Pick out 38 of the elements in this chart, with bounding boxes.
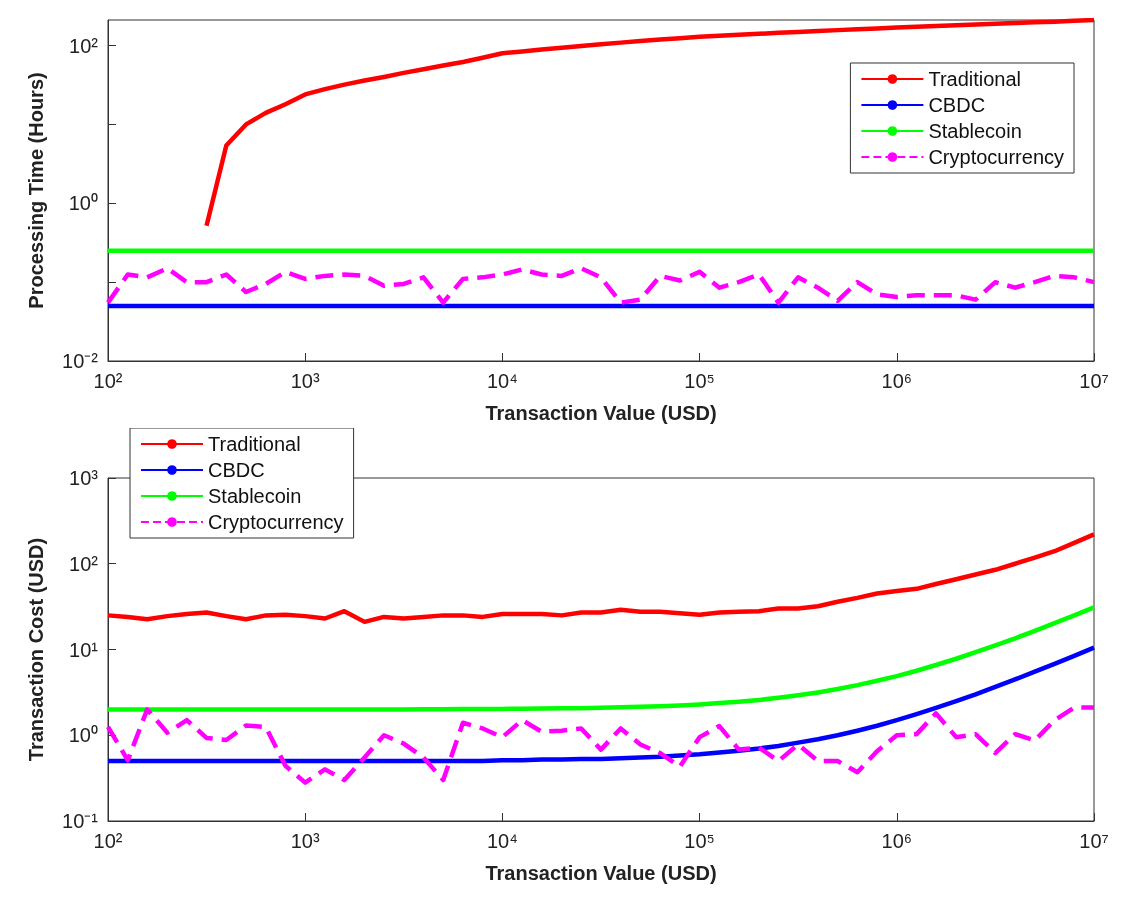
y-tick-label: 10² [69, 34, 99, 57]
y-tick-label: 10³ [69, 467, 99, 489]
y-tick-label: 10² [69, 552, 99, 575]
line-series [105, 645, 1097, 764]
y-axis-title: Processing Time (Hours) [25, 72, 47, 309]
x-axis-title: Transaction Value (USD) [485, 402, 717, 424]
x-tick-label: 10⁶ [881, 370, 913, 392]
x-axis-title: Transaction Value (USD) [485, 862, 717, 884]
y-tick-label: 10⁻¹ [62, 810, 99, 832]
line-series [105, 532, 1097, 625]
y-tick-label: 10⁰ [68, 724, 98, 747]
y-tick-label: 10⁰ [68, 192, 98, 215]
x-tick-label: 10² [93, 370, 123, 392]
line-series [105, 605, 1097, 712]
legend-label: Traditional [928, 68, 1022, 90]
legend-label: Cryptocurrency [208, 511, 344, 533]
x-tick-label: 10⁵ [684, 370, 715, 392]
x-tick-label: 10⁷ [1079, 830, 1109, 852]
legend-label: CBDC [208, 459, 265, 481]
x-tick-label: 10⁴ [486, 830, 518, 852]
x-tick-label: 10⁴ [486, 370, 518, 392]
line-series [204, 17, 1097, 228]
x-tick-label: 10³ [290, 370, 320, 392]
legend-label: Traditional [208, 433, 301, 455]
line-series [105, 705, 1097, 785]
x-tick-label: 10³ [290, 830, 320, 852]
legend-label: Cryptocurrency [928, 146, 1065, 168]
x-tick-label: 10⁶ [881, 830, 913, 852]
legend-label: CBDC [928, 94, 986, 116]
x-tick-label: 10⁵ [684, 830, 715, 852]
legend-label: Stablecoin [208, 485, 302, 507]
y-tick-label: 10¹ [69, 638, 99, 661]
x-tick-label: 10² [93, 830, 123, 852]
y-axis-title: Transaction Cost (USD) [25, 537, 47, 762]
line-series [105, 266, 1097, 305]
legend-label: Stablecoin [928, 120, 1022, 142]
x-tick-label: 10⁷ [1079, 370, 1109, 392]
y-tick-label: 10⁻² [62, 350, 99, 372]
